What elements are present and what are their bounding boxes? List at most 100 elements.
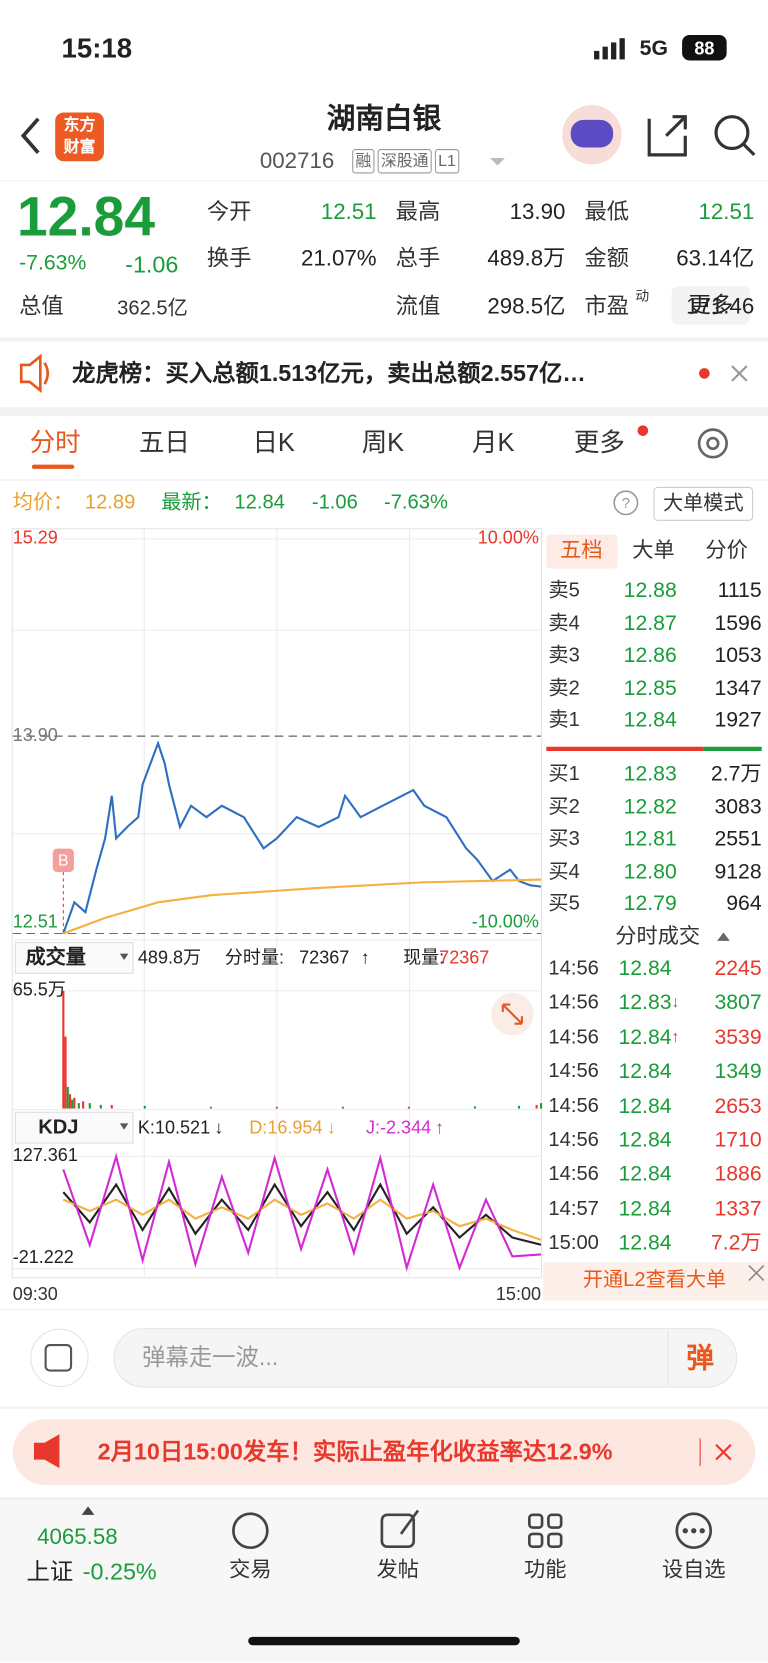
more-button[interactable]: 更多	[688, 293, 734, 318]
kdj-value: J:-2.344	[365, 1117, 432, 1138]
field-value: 362.5亿	[117, 297, 188, 320]
kdj-value: K:10.521	[137, 1117, 211, 1138]
book-tab[interactable]: 分价	[705, 538, 748, 563]
y-tick-label: 13.90	[13, 725, 58, 745]
back-icon[interactable]	[20, 117, 40, 154]
trade-time: 14:57	[548, 1197, 599, 1221]
y2-tick-label: -10.00%	[472, 912, 539, 932]
tick-volume-arrow: ↑	[360, 947, 370, 968]
period-tab[interactable]: 日K	[252, 428, 295, 458]
help-icon[interactable]	[613, 490, 639, 516]
field-label: 市盈	[584, 294, 630, 319]
unread-dot	[637, 425, 649, 436]
volume-bar	[68, 1094, 72, 1109]
volume-bar	[407, 1106, 410, 1109]
indicator-select[interactable]: 成交量	[25, 946, 86, 970]
indicator-select-bg	[14, 941, 134, 974]
notice-text: 龙虎榜：买入总额1.513亿元，卖出总额2.557亿…	[72, 359, 586, 387]
collapse-icon[interactable]	[717, 932, 730, 941]
trade-volume: 1337	[714, 1197, 762, 1221]
book-label: 买4	[548, 860, 580, 883]
volume-bar	[473, 1106, 477, 1109]
period-tab[interactable]: 周K	[361, 428, 405, 458]
field-value: 12.51	[320, 199, 377, 225]
y-tick-label: -21.222	[13, 1247, 74, 1267]
book-volume: 2551	[714, 827, 762, 851]
volume-bar	[77, 1103, 80, 1109]
period-tab[interactable]: 更多	[573, 428, 625, 458]
series-line	[62, 1182, 542, 1246]
dropdown-icon[interactable]	[119, 953, 129, 1130]
battery-icon	[682, 35, 727, 61]
period-tab[interactable]: 分时	[29, 428, 81, 458]
l2-banner[interactable]: 开通L2查看大单	[582, 1269, 727, 1292]
dropdown-icon[interactable]	[490, 158, 505, 166]
field-value: 13.90	[509, 199, 566, 225]
tick-volume-label: 分时量:	[224, 947, 285, 968]
field-label: 金额	[584, 246, 630, 272]
mode-button-bg	[653, 486, 754, 521]
change-pct: -7.63%	[19, 251, 87, 275]
close-icon[interactable]	[715, 1444, 732, 1461]
book-volume: 9128	[714, 860, 762, 884]
book-label: 买2	[548, 795, 580, 818]
trade-time: 14:56	[548, 991, 599, 1015]
close-icon[interactable]	[748, 1264, 765, 1281]
book-volume: 1347	[714, 676, 762, 700]
trade-arrow: ↑	[671, 1028, 680, 1047]
period-tab[interactable]: 五日	[138, 428, 190, 458]
volume-bar	[99, 1104, 102, 1109]
book-volume: 2.7万	[710, 762, 762, 787]
field-value: 298.5亿	[487, 294, 566, 319]
series-line	[62, 740, 542, 934]
book-price: 12.79	[623, 892, 677, 916]
book-label: 卖4	[548, 612, 580, 635]
period-tab[interactable]: 月K	[472, 428, 515, 458]
clock: 15:18	[61, 31, 133, 64]
trade-time: 14:56	[548, 1163, 599, 1186]
mode-button[interactable]: 大单模式	[662, 492, 744, 516]
settings-icon[interactable]	[697, 428, 728, 459]
nav-item[interactable]: 功能	[524, 1558, 567, 1582]
book-label: 买1	[548, 763, 580, 786]
tab-underline	[31, 464, 75, 469]
search-icon[interactable]	[714, 115, 756, 157]
share-icon[interactable]	[647, 115, 687, 157]
book-tab[interactable]: 大单	[632, 538, 675, 563]
nav-item[interactable]: 设自选	[661, 1558, 726, 1582]
danmaku-button[interactable]: 弹	[686, 1341, 714, 1374]
latest-pct: -7.63%	[384, 491, 448, 514]
stock-tag: 深股通	[377, 149, 432, 174]
index-value: 4065.58	[37, 1524, 118, 1550]
volume-bar	[110, 1104, 113, 1109]
volume-bar	[88, 1103, 91, 1109]
book-price: 12.86	[623, 644, 677, 668]
avg-value: 12.89	[84, 491, 136, 514]
series-line	[62, 878, 542, 935]
x-tick-label: 15:00	[496, 1284, 541, 1304]
indicator-select[interactable]: KDJ	[38, 1116, 79, 1139]
book-label: 卖3	[548, 644, 580, 667]
nav-item[interactable]: 交易	[229, 1558, 272, 1582]
volume-bar	[73, 1097, 76, 1109]
trade-price: 12.83	[618, 991, 672, 1015]
danmaku-placeholder[interactable]: 弹幕走一波...	[142, 1344, 279, 1371]
trade-price: 12.84	[618, 1059, 672, 1084]
promo-text[interactable]: 2月10日15:00发车！实际止盈年化收益率达12.9%	[97, 1438, 613, 1465]
danmaku-settings-icon[interactable]	[30, 1328, 89, 1387]
field-label: 今开	[206, 199, 252, 225]
index-expand-icon[interactable]	[81, 1506, 95, 1515]
volume-bar	[517, 1105, 521, 1109]
field-label: 总手	[395, 246, 441, 272]
field-label: 最高	[395, 199, 441, 225]
close-icon[interactable]	[731, 365, 748, 382]
nav-item[interactable]: 发帖	[376, 1558, 420, 1582]
promo-bg	[12, 1419, 756, 1486]
book-tab[interactable]: 五档	[560, 538, 603, 563]
book-price: 12.88	[623, 579, 677, 603]
trade-time: 14:56	[548, 1094, 599, 1118]
field-label: 总值	[19, 294, 64, 319]
app-logo	[55, 112, 104, 162]
tick-volume: 72367	[299, 947, 350, 968]
trade-price: 12.84	[618, 1094, 672, 1118]
